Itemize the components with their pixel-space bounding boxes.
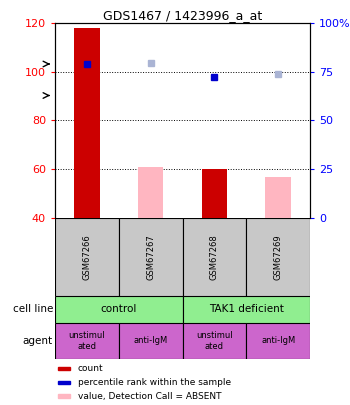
Text: GSM67268: GSM67268	[210, 234, 219, 280]
Text: anti-IgM: anti-IgM	[133, 337, 168, 345]
Text: cell line: cell line	[13, 305, 53, 315]
Bar	[246, 323, 310, 359]
Text: control: control	[100, 305, 137, 315]
Bar	[182, 218, 246, 296]
Text: count: count	[78, 364, 104, 373]
Text: GSM67269: GSM67269	[274, 234, 283, 280]
Bar	[138, 167, 163, 218]
Bar	[119, 323, 182, 359]
Text: TAK1 deficient: TAK1 deficient	[209, 305, 284, 315]
Bar	[57, 381, 70, 384]
Text: value, Detection Call = ABSENT: value, Detection Call = ABSENT	[78, 392, 222, 401]
Bar	[55, 296, 182, 323]
Text: unstimul
ated: unstimul ated	[196, 331, 233, 351]
Bar	[182, 296, 310, 323]
Text: percentile rank within the sample: percentile rank within the sample	[78, 378, 231, 387]
Text: GSM67266: GSM67266	[82, 234, 91, 280]
Bar	[119, 218, 182, 296]
Bar	[55, 218, 119, 296]
Bar	[182, 323, 246, 359]
Bar	[57, 367, 70, 371]
Bar	[57, 394, 70, 398]
Text: anti-IgM: anti-IgM	[261, 337, 295, 345]
Text: GSM67267: GSM67267	[146, 234, 155, 280]
Bar	[265, 177, 291, 218]
Text: agent: agent	[23, 336, 53, 346]
Title: GDS1467 / 1423996_a_at: GDS1467 / 1423996_a_at	[103, 9, 262, 22]
Bar	[74, 28, 100, 218]
Bar	[246, 218, 310, 296]
Bar	[55, 323, 119, 359]
Text: unstimul
ated: unstimul ated	[69, 331, 105, 351]
Bar	[202, 169, 227, 218]
